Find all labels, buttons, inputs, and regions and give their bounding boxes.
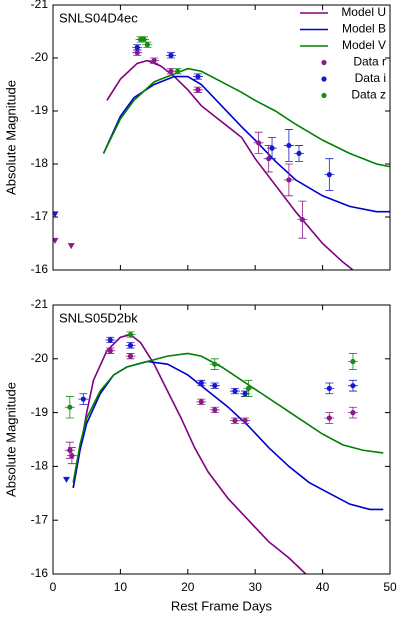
data-point (245, 385, 252, 391)
x-tick-label: 20 (181, 580, 195, 594)
data-point (67, 447, 73, 453)
upper-limit (67, 243, 75, 250)
data-point (134, 44, 140, 51)
upper-limit (62, 476, 70, 483)
y-tick-label: -17 (31, 512, 49, 526)
data-point (195, 73, 201, 80)
model-line (72, 352, 384, 483)
plot-frame (52, 304, 391, 575)
plot-frame (52, 4, 391, 271)
model-line (102, 67, 390, 168)
data-point (212, 361, 218, 367)
data-point (255, 140, 262, 146)
data-point (151, 58, 157, 64)
panel-annotation: SNLS04D4ec (59, 10, 138, 25)
upper-limit (53, 211, 59, 218)
y-tick-label: -20 (31, 351, 49, 365)
y-tick-label: -19 (31, 103, 49, 117)
legend-marker (321, 76, 327, 82)
data-point (242, 418, 248, 424)
data-point (232, 388, 238, 394)
plot-area (62, 331, 384, 574)
data-point (195, 87, 201, 93)
y-tick-label: -16 (31, 262, 49, 276)
data-point (168, 68, 174, 74)
x-axis-label: Rest Frame Days (171, 598, 273, 613)
data-point (198, 380, 204, 386)
x-tick-label: 30 (249, 580, 263, 594)
data-point (232, 418, 238, 424)
model-line (106, 59, 354, 270)
data-point (286, 142, 292, 149)
upper-limit (53, 237, 59, 244)
data-point (242, 391, 248, 397)
data-point (326, 385, 332, 391)
data-point (134, 50, 140, 56)
legend-marker (321, 92, 327, 99)
data-point (269, 145, 275, 151)
data-point (127, 342, 134, 348)
y-tick-label: -20 (31, 50, 49, 64)
data-point (168, 52, 174, 58)
data-point (198, 399, 204, 405)
data-point (286, 177, 292, 183)
data-point (212, 407, 218, 413)
legend-label: Model U (341, 5, 386, 19)
data-point (296, 150, 302, 156)
y-tick-label: -21 (31, 297, 49, 311)
plot-area (53, 36, 390, 270)
y-tick-label: -18 (31, 459, 49, 473)
panel-annotation: SNLS05D2bk (59, 310, 138, 325)
data-point (326, 415, 332, 421)
x-tick-label: 50 (383, 580, 397, 594)
data-point (107, 337, 113, 343)
legend-label: Data r (353, 55, 386, 69)
data-point (350, 410, 356, 416)
legend-label: Model V (342, 38, 386, 52)
data-point (175, 68, 181, 74)
y-tick-label: -17 (31, 209, 49, 223)
data-point (299, 217, 305, 223)
data-point (144, 42, 150, 48)
data-point (67, 404, 73, 410)
data-point (127, 331, 134, 338)
legend-marker (321, 59, 327, 66)
legend-label: Data i (355, 71, 386, 85)
y-tick-label: -21 (31, 0, 49, 11)
x-tick-label: 0 (50, 580, 57, 594)
data-point (326, 172, 332, 178)
legend-label: Data z (351, 88, 386, 102)
y-tick-label: -18 (31, 156, 49, 170)
model-line (72, 333, 307, 574)
y-axis-label: Absolute Magnitude (3, 382, 18, 497)
data-point (127, 353, 134, 359)
x-tick-label: 40 (316, 580, 330, 594)
data-point (350, 358, 356, 365)
data-point (107, 348, 113, 354)
data-point (141, 36, 147, 43)
data-point (80, 396, 86, 402)
legend-label: Model B (342, 22, 386, 36)
data-point (212, 383, 218, 389)
data-point (69, 453, 75, 459)
y-axis-label: Absolute Magnitude (3, 80, 18, 195)
y-tick-label: -19 (31, 405, 49, 419)
y-tick-label: -16 (31, 566, 49, 580)
model-line (72, 360, 384, 511)
data-point (350, 383, 356, 389)
x-tick-label: 10 (114, 580, 128, 594)
